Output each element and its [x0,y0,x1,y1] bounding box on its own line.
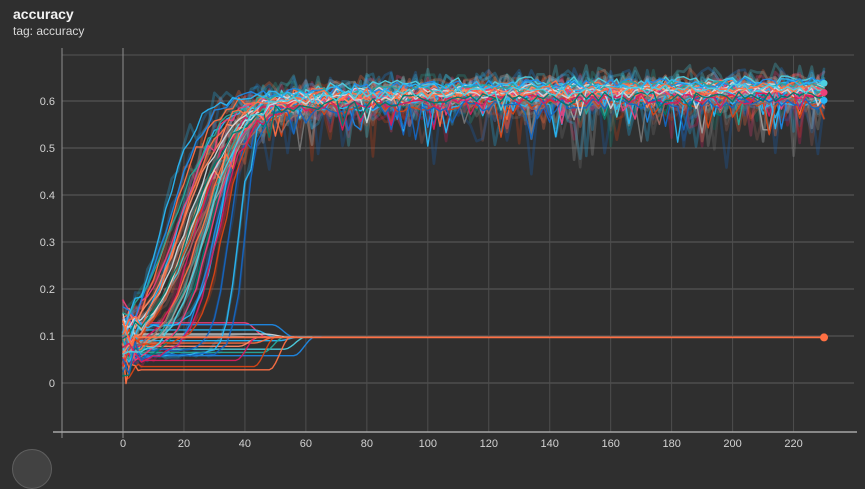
svg-text:0.1: 0.1 [40,331,55,343]
accuracy-line-chart[interactable]: 0 0.1 0.2 0.3 0.4 0.5 0.6 0 20 40 60 80 100 120 140 160… [0,0,865,456]
svg-text:0.3: 0.3 [40,237,55,249]
chart-header: accuracy tag: accuracy [13,6,84,39]
svg-text:180: 180 [662,438,680,450]
svg-text:0.4: 0.4 [40,190,55,202]
svg-text:0.6: 0.6 [40,96,55,108]
svg-text:0.2: 0.2 [40,284,55,296]
svg-text:0.5: 0.5 [40,143,55,155]
svg-text:40: 40 [239,438,251,450]
svg-text:20: 20 [178,438,190,450]
svg-text:140: 140 [541,438,559,450]
svg-text:0: 0 [49,378,55,390]
chart-title: accuracy [13,6,74,22]
svg-text:160: 160 [602,438,620,450]
svg-text:200: 200 [723,438,741,450]
svg-text:0: 0 [120,438,126,450]
svg-text:80: 80 [361,438,373,450]
chart-tag-subtitle: tag: accuracy [13,23,85,38]
svg-text:100: 100 [419,438,437,450]
svg-text:120: 120 [480,438,498,450]
svg-text:220: 220 [784,438,802,450]
fab-button[interactable] [12,449,52,489]
svg-text:60: 60 [300,438,312,450]
